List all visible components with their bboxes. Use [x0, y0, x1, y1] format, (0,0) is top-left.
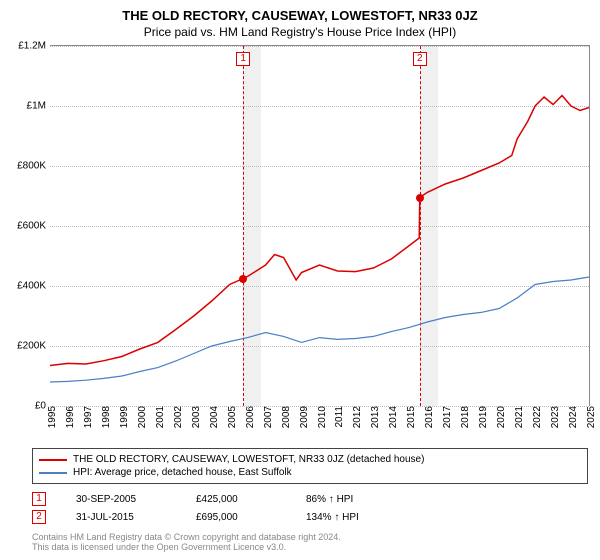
- legend-row: THE OLD RECTORY, CAUSEWAY, LOWESTOFT, NR…: [39, 453, 581, 466]
- x-axis-label: 2007: [260, 406, 273, 428]
- x-axis-label: 1998: [99, 406, 112, 428]
- legend-label: HPI: Average price, detached house, East…: [73, 467, 292, 478]
- x-axis-label: 1997: [81, 406, 94, 428]
- transaction-row: 1 30-SEP-2005 £425,000 86% ↑ HPI: [32, 490, 588, 508]
- transaction-date: 30-SEP-2005: [76, 494, 166, 505]
- x-axis-label: 2008: [278, 406, 291, 428]
- x-axis-label: 2000: [135, 406, 148, 428]
- y-axis-label: £400K: [17, 281, 50, 292]
- x-axis-label: 2003: [189, 406, 202, 428]
- x-axis-label: 2006: [242, 406, 255, 428]
- y-axis-label: £600K: [17, 221, 50, 232]
- y-axis-label: £1.2M: [18, 41, 50, 52]
- x-axis-label: 1996: [63, 406, 76, 428]
- chart-title: THE OLD RECTORY, CAUSEWAY, LOWESTOFT, NR…: [0, 0, 600, 23]
- x-axis-label: 2009: [296, 406, 309, 428]
- y-axis-label: £200K: [17, 341, 50, 352]
- legend-swatch: [39, 459, 67, 461]
- x-axis-label: 2018: [458, 406, 471, 428]
- transaction-badge: 2: [32, 510, 46, 524]
- transaction-price: £695,000: [196, 512, 276, 523]
- footer-line: This data is licensed under the Open Gov…: [32, 542, 588, 552]
- x-axis-label: 2020: [494, 406, 507, 428]
- x-axis-label: 2012: [350, 406, 363, 428]
- y-axis-label: £800K: [17, 161, 50, 172]
- x-axis-label: 2019: [476, 406, 489, 428]
- series-line: [50, 96, 589, 366]
- x-axis-label: 2022: [530, 406, 543, 428]
- x-axis-label: 2021: [512, 406, 525, 428]
- chart-area: £0£200K£400K£600K£800K£1M£1.2M1995199619…: [50, 45, 590, 406]
- x-axis-label: 2010: [314, 406, 327, 428]
- x-axis-label: 2001: [153, 406, 166, 428]
- transaction-table: 1 30-SEP-2005 £425,000 86% ↑ HPI 2 31-JUL-201…: [32, 490, 588, 526]
- x-axis-label: 2015: [404, 406, 417, 428]
- chart-container: THE OLD RECTORY, CAUSEWAY, LOWESTOFT, NR…: [0, 0, 600, 560]
- legend-swatch: [39, 472, 67, 474]
- footer-line: Contains HM Land Registry data © Crown c…: [32, 532, 588, 542]
- y-axis-label: £1M: [27, 101, 50, 112]
- legend-row: HPI: Average price, detached house, East…: [39, 466, 581, 479]
- legend-label: THE OLD RECTORY, CAUSEWAY, LOWESTOFT, NR…: [73, 454, 424, 465]
- transaction-price: £425,000: [196, 494, 276, 505]
- x-axis-label: 2002: [171, 406, 184, 428]
- transaction-row: 2 31-JUL-2015 £695,000 134% ↑ HPI: [32, 508, 588, 526]
- legend-box: THE OLD RECTORY, CAUSEWAY, LOWESTOFT, NR…: [32, 448, 588, 484]
- x-axis-label: 2023: [548, 406, 561, 428]
- footer-attribution: Contains HM Land Registry data © Crown c…: [32, 532, 588, 552]
- series-svg: [50, 46, 589, 406]
- series-line: [50, 277, 589, 382]
- x-axis-label: 2025: [584, 406, 597, 428]
- x-axis-label: 2005: [224, 406, 237, 428]
- x-axis-label: 2014: [386, 406, 399, 428]
- x-axis-label: 2013: [368, 406, 381, 428]
- x-axis-label: 2016: [422, 406, 435, 428]
- x-axis-label: 2004: [206, 406, 219, 428]
- x-axis-label: 1999: [117, 406, 130, 428]
- x-axis-label: 2011: [332, 406, 345, 428]
- x-axis-label: 2024: [566, 406, 579, 428]
- plot-region: £0£200K£400K£600K£800K£1M£1.2M1995199619…: [50, 46, 589, 406]
- transaction-date: 31-JUL-2015: [76, 512, 166, 523]
- transaction-hpi: 134% ↑ HPI: [306, 512, 396, 523]
- x-axis-label: 2017: [440, 406, 453, 428]
- transaction-hpi: 86% ↑ HPI: [306, 494, 396, 505]
- chart-subtitle: Price paid vs. HM Land Registry's House …: [0, 23, 600, 45]
- x-axis-label: 1995: [45, 406, 58, 428]
- transaction-badge: 1: [32, 492, 46, 506]
